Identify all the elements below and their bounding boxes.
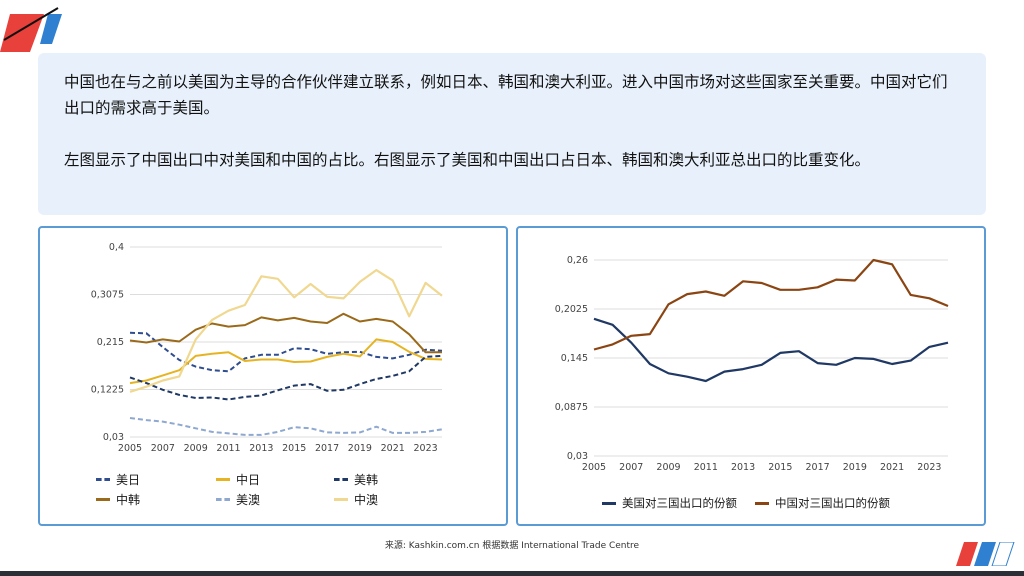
y-tick-label: 0,03: [103, 432, 124, 443]
legend-swatch: [755, 501, 769, 505]
series-line-4: [129, 417, 443, 436]
paragraph-1: 中国也在与之前以美国为主导的合作伙伴建立联系，例如日本、韩国和澳大利亚。进入中国…: [64, 73, 948, 117]
y-tick-label: 0,215: [97, 337, 124, 348]
y-tick-label: 0,3075: [91, 290, 124, 301]
series-line-1: [593, 258, 949, 351]
x-tick-label: 2011: [694, 462, 718, 473]
y-tick-label: 0,1225: [91, 385, 124, 396]
legend-label: 中韩: [116, 492, 141, 507]
x-tick-label: 2011: [216, 443, 240, 454]
brand-logo-icon: [0, 7, 62, 52]
legend-swatch: [96, 497, 110, 501]
x-tick-label: 2013: [731, 462, 755, 473]
right-line-chart: 0,03 0,0875 0,145 0,2025 0,26 2005 2007 2009 201…: [555, 255, 949, 473]
x-tick-label: 2021: [381, 443, 405, 454]
legend-item-us-jp: 美日: [96, 472, 216, 487]
legend-label: 美澳: [236, 492, 261, 507]
legend-item-cn-au: 中澳: [334, 492, 426, 507]
bottom-bar: [0, 571, 1024, 576]
legend-swatch: [334, 497, 348, 501]
legend-label: 美日: [116, 472, 141, 487]
legend-item-cn-share: 中国对三国出口的份额: [755, 496, 890, 510]
x-tick-label: 2009: [184, 443, 208, 454]
x-tick-label: 2015: [282, 443, 306, 454]
right-chart-legend: 美国对三国出口的份额 中国对三国出口的份额: [602, 496, 890, 510]
x-tick-label: 2017: [315, 443, 339, 454]
legend-item-cn-kr: 中韩: [96, 492, 216, 507]
y-tick-label: 0,0875: [555, 402, 588, 413]
series-line-2: [129, 354, 443, 401]
left-chart-legend: 美日 中日 美韩 中韩 美澳 中澳: [96, 472, 426, 507]
y-tick-label: 0,03: [567, 451, 588, 462]
x-tick-label: 2023: [917, 462, 941, 473]
left-line-chart: 0,03 0,1225 0,215 0,3075 0,4 2005 2007 2009 2011…: [91, 242, 443, 454]
series-line-3: [129, 312, 442, 354]
x-tick-label: 2005: [118, 443, 142, 454]
y-tick-label: 0,2025: [555, 304, 588, 315]
left-chart-panel: 0,03 0,1225 0,215 0,3075 0,4 2005 2007 2009 2011…: [38, 226, 508, 526]
x-tick-label: 2019: [348, 443, 372, 454]
legend-swatch: [216, 497, 230, 501]
legend-item-us-share: 美国对三国出口的份额: [602, 496, 737, 510]
legend-swatch: [96, 477, 110, 481]
y-tick-label: 0,4: [109, 242, 124, 253]
legend-swatch: [334, 477, 348, 481]
legend-item-cn-jp: 中日: [216, 472, 334, 487]
brand-stripes-icon: [956, 542, 1015, 566]
series-line-0: [593, 317, 949, 383]
x-tick-label: 2013: [249, 443, 273, 454]
y-tick-label: 0,26: [567, 255, 588, 266]
paragraph-2: 左图显示了中国出口中对美国和中国的占比。右图显示了美国和中国出口占日本、韩国和澳…: [64, 151, 871, 169]
legend-item-us-kr: 美韩: [334, 472, 426, 487]
x-tick-label: 2019: [843, 462, 867, 473]
legend-item-us-au: 美澳: [216, 492, 334, 507]
x-tick-label: 2009: [656, 462, 680, 473]
legend-label: 中日: [236, 472, 261, 487]
x-tick-label: 2017: [805, 462, 829, 473]
legend-swatch: [216, 477, 230, 481]
x-tick-label: 2023: [413, 443, 437, 454]
intro-textbox: 中国也在与之前以美国为主导的合作伙伴建立联系，例如日本、韩国和澳大利亚。进入中国…: [38, 53, 986, 215]
legend-label: 中国对三国出口的份额: [775, 496, 890, 510]
x-tick-label: 2005: [582, 462, 606, 473]
legend-label: 美国对三国出口的份额: [622, 496, 737, 510]
legend-label: 中澳: [354, 492, 379, 507]
x-tick-label: 2021: [880, 462, 904, 473]
x-tick-label: 2007: [151, 443, 175, 454]
series-line-0: [129, 331, 443, 373]
x-tick-label: 2007: [619, 462, 643, 473]
legend-label: 美韩: [354, 472, 379, 487]
y-tick-label: 0,145: [561, 353, 588, 364]
series-line-5: [129, 268, 443, 393]
x-tick-label: 2015: [768, 462, 792, 473]
legend-swatch: [602, 501, 616, 505]
right-chart-panel: 0,03 0,0875 0,145 0,2025 0,26 2005 2007 2009 201…: [516, 226, 986, 526]
source-note: 来源: Kashkin.com.cn 根据数据 International Tr…: [384, 541, 640, 551]
